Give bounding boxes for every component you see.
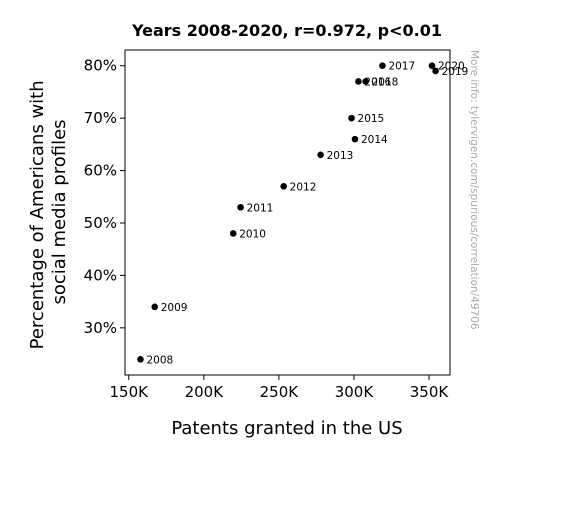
x-tick-label: 250K — [260, 383, 300, 401]
data-point — [351, 135, 359, 143]
data-point — [237, 203, 244, 211]
data-point — [432, 67, 439, 75]
data-point — [137, 355, 144, 363]
data-point — [362, 78, 369, 85]
x-tick-label: 200K — [185, 383, 225, 401]
y-tick-label: 40% — [84, 266, 117, 284]
data-point-label: 2013 — [327, 150, 354, 162]
source-watermark: More info: tylervigen.com/spurious/corre… — [468, 50, 480, 330]
y-tick-label: 80% — [84, 57, 117, 75]
data-point-label: 2011 — [247, 202, 274, 214]
data-point-label: 2015 — [358, 113, 385, 125]
y-tick-label: 30% — [84, 319, 117, 337]
data-point — [280, 182, 287, 190]
x-axis-label: Patents granted in the US — [171, 418, 402, 439]
data-point-label: 2008 — [146, 354, 173, 366]
data-point — [355, 78, 362, 85]
x-tick-label: 350K — [410, 383, 450, 401]
y-axis-label-line-1: Percentage of Americans with — [27, 80, 48, 349]
data-point — [151, 303, 159, 311]
data-points: 2008 2009 2010 2011 2012 2013 2014 2015 2016 2017… — [137, 61, 469, 366]
data-point — [379, 62, 386, 70]
y-tick-label: 60% — [84, 162, 117, 180]
data-point-label: 2016 — [364, 76, 391, 88]
data-point-label: 2010 — [239, 228, 266, 240]
data-point — [317, 151, 324, 159]
x-tick-label: 150K — [110, 383, 150, 401]
data-point — [229, 230, 237, 237]
data-point-label: 2019 — [442, 66, 469, 78]
chart-title: Years 2008-2020, r=0.972, p<0.01 — [131, 21, 442, 40]
y-tick-label: 70% — [84, 109, 117, 127]
x-axis: 150K 200K 250K 300K 350K — [110, 375, 450, 401]
data-point-label: 2014 — [361, 134, 388, 146]
data-point-label: 2020 — [438, 61, 465, 73]
y-axis-label-line-2: social media profiles — [49, 119, 70, 304]
y-axis-label: Percentage of Americans with social medi… — [27, 75, 70, 350]
y-tick-label: 50% — [84, 214, 117, 232]
data-point — [348, 114, 355, 122]
x-tick-label: 300K — [335, 383, 375, 401]
data-point — [428, 62, 436, 70]
data-point-label: 2012 — [290, 181, 317, 193]
y-axis: 30% 40% 50% 60% 70% 80% — [84, 57, 125, 337]
plot-frame — [124, 49, 451, 376]
data-point-label: 2017 — [388, 61, 415, 73]
data-point-label: 2009 — [161, 302, 188, 314]
data-point-label: 2018 — [372, 76, 399, 88]
